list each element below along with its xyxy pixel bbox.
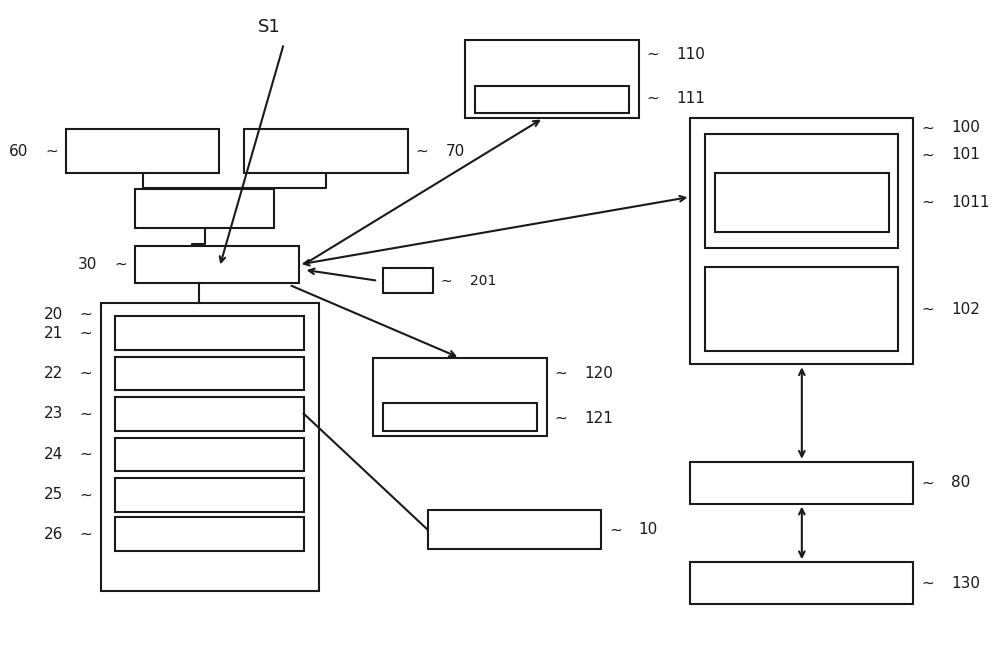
Bar	[705, 267, 898, 352]
Bar	[705, 134, 898, 248]
Text: 111: 111	[676, 91, 705, 106]
Text: 22: 22	[44, 366, 63, 381]
Text: 101: 101	[951, 147, 980, 162]
Text: ∼: ∼	[921, 302, 934, 317]
Bar	[715, 173, 889, 232]
Bar	[101, 303, 319, 591]
Bar	[690, 462, 913, 504]
Text: ∼: ∼	[921, 147, 934, 162]
Text: ∼: ∼	[921, 575, 934, 590]
Bar	[244, 129, 408, 173]
Text: 10: 10	[639, 522, 658, 537]
Text: 102: 102	[951, 302, 980, 317]
Text: ∼: ∼	[80, 366, 93, 381]
Bar	[383, 403, 537, 430]
Text: ∼: ∼	[45, 144, 58, 159]
Text: ∼: ∼	[80, 307, 93, 322]
Text: ∼: ∼	[555, 366, 567, 381]
Bar	[115, 397, 304, 430]
Text: 1011: 1011	[951, 195, 990, 210]
Text: ∼: ∼	[80, 406, 93, 421]
Text: S1: S1	[258, 18, 280, 36]
Text: ∼: ∼	[115, 257, 127, 272]
Text: 110: 110	[676, 47, 705, 62]
Text: ∼: ∼	[921, 195, 934, 210]
Bar	[135, 246, 299, 283]
Text: 201: 201	[470, 274, 497, 288]
Bar	[115, 357, 304, 391]
Text: 80: 80	[951, 475, 970, 490]
Text: ∼: ∼	[441, 274, 452, 288]
Bar	[383, 268, 433, 293]
Text: ∼: ∼	[80, 527, 93, 542]
Text: 70: 70	[445, 144, 465, 159]
Text: 100: 100	[951, 120, 980, 135]
Bar	[115, 478, 304, 512]
Bar	[115, 437, 304, 471]
Bar	[115, 518, 304, 551]
Bar	[373, 358, 547, 436]
Text: 23: 23	[43, 406, 63, 421]
Text: 130: 130	[951, 575, 980, 590]
Text: 121: 121	[584, 411, 613, 426]
Text: 25: 25	[44, 487, 63, 502]
Text: 20: 20	[44, 307, 63, 322]
Bar	[690, 118, 913, 365]
Text: ∼: ∼	[609, 522, 622, 537]
Text: 26: 26	[43, 527, 63, 542]
Text: ∼: ∼	[921, 120, 934, 135]
Text: ∼: ∼	[921, 475, 934, 490]
Text: ∼: ∼	[80, 487, 93, 502]
Bar	[135, 189, 274, 229]
Text: 60: 60	[9, 144, 28, 159]
Bar	[690, 562, 913, 604]
Text: ∼: ∼	[80, 447, 93, 462]
Bar	[465, 40, 639, 118]
Text: ∼: ∼	[80, 326, 93, 340]
Text: ∼: ∼	[555, 411, 567, 426]
Bar	[428, 510, 601, 549]
Bar	[475, 86, 629, 113]
Text: ∼: ∼	[647, 47, 659, 62]
Bar	[115, 316, 304, 350]
Bar	[66, 129, 219, 173]
Text: 21: 21	[44, 326, 63, 340]
Text: 30: 30	[78, 257, 98, 272]
Text: ∼: ∼	[647, 91, 659, 106]
Text: ∼: ∼	[416, 144, 428, 159]
Text: 24: 24	[44, 447, 63, 462]
Text: 120: 120	[584, 366, 613, 381]
